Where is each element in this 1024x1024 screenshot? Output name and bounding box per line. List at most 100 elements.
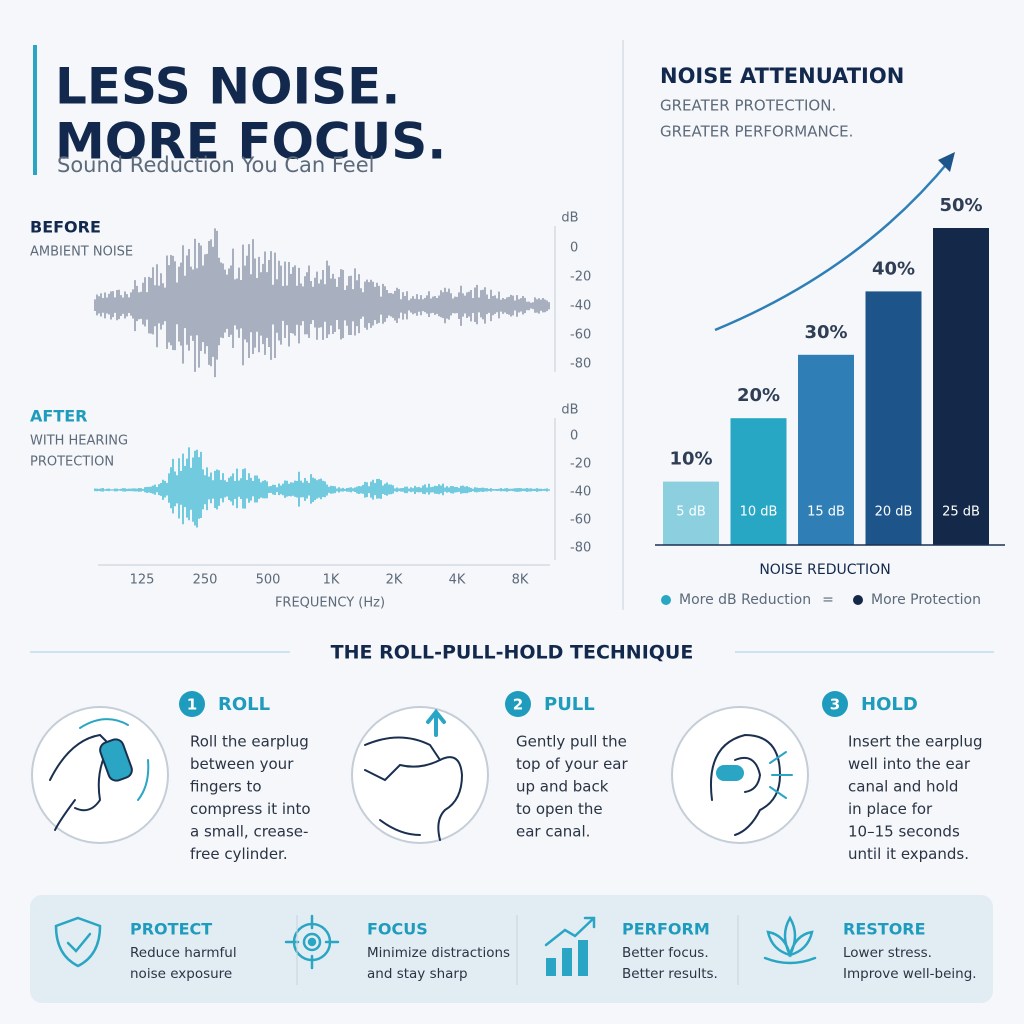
step-title: HOLD (861, 694, 918, 715)
step-text: ear canal. (516, 823, 590, 841)
db-tick-label: -20 (570, 270, 591, 285)
step-number: 3 (830, 696, 840, 714)
benefit-title: PROTECT (130, 920, 212, 939)
value-label: 50% (939, 195, 982, 216)
panel-label: BEFORE (30, 218, 101, 237)
value-label: 10% (669, 449, 712, 470)
db-tick-label: -80 (570, 357, 591, 372)
step-text: in place for (848, 800, 933, 818)
step-badge (822, 691, 848, 717)
category-label: 10 dB (740, 505, 778, 520)
step-text: until it expands. (848, 845, 969, 863)
db-tick-label: -80 (570, 541, 591, 556)
panel-sublabel: PROTECTION (30, 455, 114, 470)
value-label: 30% (804, 322, 847, 343)
db-tick-label: -40 (570, 299, 591, 314)
panel-sublabel: AMBIENT NOISE (30, 245, 133, 260)
db-tick-label: 0 (570, 241, 578, 256)
step-title: ROLL (218, 694, 270, 715)
db-unit: dB (561, 403, 578, 418)
bar (663, 481, 719, 545)
db-unit: dB (561, 211, 578, 226)
chart-subtitle: GREATER PERFORMANCE. (660, 123, 853, 141)
waveform (94, 447, 550, 528)
subtitle: Sound Reduction You Can Feel (57, 153, 374, 177)
benefit-text: Improve well-being. (843, 966, 977, 982)
freq-tick-label: 2K (386, 573, 403, 588)
legend-swatch (853, 595, 863, 605)
step-text: up and back (516, 778, 609, 796)
trend-arrow (714, 159, 951, 332)
step-badge (179, 691, 205, 717)
freq-tick-label: 250 (193, 573, 218, 588)
benefit-icons (54, 914, 817, 976)
step-text: Insert the earplug (848, 733, 982, 751)
db-tick-label: -60 (570, 513, 591, 528)
legend-swatch (661, 595, 671, 605)
step-title: PULL (544, 694, 595, 715)
benefit-text: Minimize distractions (367, 945, 510, 961)
freq-tick-label: 1K (323, 573, 340, 588)
category-label: 25 dB (942, 505, 980, 520)
step-number: 2 (513, 696, 523, 714)
benefit-text: Lower stress. (843, 945, 932, 961)
bar (933, 228, 989, 545)
freq-tick-label: 500 (256, 573, 281, 588)
freq-label: FREQUENCY (Hz) (275, 596, 385, 611)
benefit-title: FOCUS (367, 920, 428, 939)
freq-tick-label: 8K (512, 573, 529, 588)
headline: MORE FOCUS. (55, 113, 446, 171)
x-axis-label: NOISE REDUCTION (759, 562, 890, 578)
category-label: 15 dB (807, 505, 845, 520)
bar (865, 291, 922, 545)
chart-title: NOISE ATTENUATION (660, 64, 904, 88)
benefit-title: RESTORE (843, 920, 926, 939)
step-text: fingers to (190, 778, 262, 796)
benefit-text: noise exposure (130, 966, 232, 982)
db-tick-label: -20 (570, 457, 591, 472)
legend-label: = (822, 592, 834, 608)
step-text: canal and hold (848, 778, 958, 796)
benefits-panel (30, 895, 993, 1003)
db-tick-label: -40 (570, 485, 591, 500)
headline: LESS NOISE. (55, 58, 400, 116)
freq-tick-label: 4K (449, 573, 466, 588)
step-text: to open the (516, 800, 603, 818)
section-title: THE ROLL-PULL-HOLD TECHNIQUE (331, 642, 694, 664)
trend-arrow-head (938, 152, 955, 172)
benefit-text: and stay sharp (367, 966, 468, 982)
step-number: 1 (187, 696, 197, 714)
freq-tick-label: 125 (130, 573, 155, 588)
step-text: between your (190, 755, 294, 773)
step-text: a small, crease- (190, 823, 308, 841)
panel-sublabel: WITH HEARING (30, 434, 128, 449)
step-text: free cylinder. (190, 845, 288, 863)
step-text: compress it into (190, 800, 311, 818)
accent-bar (33, 45, 37, 175)
step-text: 10–15 seconds (848, 823, 960, 841)
panel-label: AFTER (30, 407, 87, 426)
category-label: 20 dB (875, 505, 913, 520)
bar (798, 354, 854, 545)
step-icons (31, 706, 809, 844)
db-tick-label: 0 (570, 429, 578, 444)
waveform (94, 228, 550, 378)
db-tick-label: -60 (570, 328, 591, 343)
benefit-text: Better results. (622, 966, 718, 982)
chart-subtitle: GREATER PROTECTION. (660, 97, 836, 115)
step-text: Gently pull the (516, 733, 627, 751)
step-text: well into the ear (848, 755, 971, 773)
step-text: Roll the earplug (190, 733, 309, 751)
legend-label: More dB Reduction (679, 592, 811, 608)
legend-label: More Protection (871, 592, 981, 608)
benefit-text: Better focus. (622, 945, 709, 961)
benefit-text: Reduce harmful (130, 945, 237, 961)
benefit-title: PERFORM (622, 920, 710, 939)
value-label: 20% (737, 385, 780, 406)
category-label: 5 dB (676, 505, 706, 520)
value-label: 40% (872, 258, 915, 279)
step-badge (505, 691, 531, 717)
step-text: top of your ear (516, 755, 628, 773)
bar (730, 418, 787, 545)
